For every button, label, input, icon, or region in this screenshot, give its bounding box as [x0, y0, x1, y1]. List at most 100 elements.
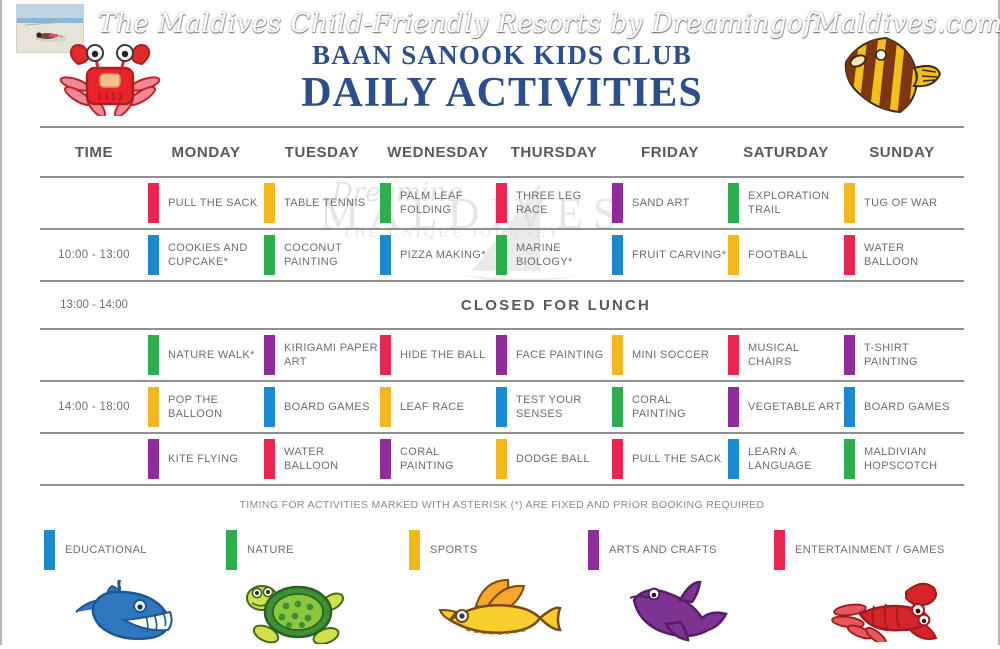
category-bar	[148, 439, 159, 479]
table-bottom-rule	[40, 484, 964, 486]
cell-wed-r5[interactable]: CORAL PAINTING	[380, 434, 496, 484]
activity-label: TUG OF WAR	[864, 197, 938, 209]
cell-thu-r2[interactable]: MARINE BIOLOGY*	[496, 230, 612, 280]
category-bar	[380, 335, 391, 375]
table-row: KITE FLYING WATER BALLOON CORAL PAINTING…	[40, 434, 964, 484]
activity-label: POP THE BALLOON	[168, 394, 223, 420]
activity-label: LEARN A LANGUAGE	[748, 446, 812, 472]
activity-label: KITE FLYING	[168, 453, 239, 465]
cell-mon-r1[interactable]: PULL THE SACK	[148, 178, 264, 228]
column-header-thursday: THURSDAY	[510, 143, 598, 161]
row-separator	[40, 432, 964, 434]
cell-sat-r3[interactable]: MUSICAL CHAIRS	[728, 330, 844, 380]
cell-sun-r4[interactable]: BOARD GAMES	[844, 382, 960, 432]
time-label-lunch: 13:00 - 14:00	[60, 299, 128, 311]
legend-color-swatch	[44, 530, 55, 570]
category-bar	[264, 183, 275, 223]
activity-label: TABLE TENNIS	[284, 197, 366, 209]
table-top-rule	[40, 126, 964, 128]
category-bar	[728, 235, 739, 275]
angelfish-icon	[834, 32, 944, 118]
cell-tue-r5[interactable]: WATER BALLOON	[264, 434, 380, 484]
cell-tue-r2[interactable]: COCONUT PAINTING	[264, 230, 380, 280]
activity-label: BOARD GAMES	[284, 401, 370, 413]
cell-thu-r5[interactable]: DODGE BALL	[496, 434, 612, 484]
cell-tue-r1[interactable]: TABLE TENNIS	[264, 178, 380, 228]
cell-wed-r1[interactable]: PALM LEAF FOLDING	[380, 178, 496, 228]
cell-sun-r2[interactable]: WATER BALLOON	[844, 230, 960, 280]
cell-thu-r1[interactable]: THREE LEG RACE	[496, 178, 612, 228]
cell-wed-r3[interactable]: HIDE THE BALL	[380, 330, 496, 380]
category-bar	[148, 235, 159, 275]
afternoon-block: NATURE WALK* KIRIGAMI PAPER ART HIDE THE…	[40, 330, 964, 484]
column-header-sunday: SUNDAY	[869, 143, 935, 161]
activity-label: THREE LEG RACE	[516, 190, 582, 216]
category-bar	[264, 439, 275, 479]
activity-label: TEST YOUR SENSES	[516, 394, 582, 420]
cell-tue-r3[interactable]: KIRIGAMI PAPER ART	[264, 330, 380, 380]
cell-sun-r1[interactable]: TUG OF WAR	[844, 178, 960, 228]
morning-block: PULL THE SACK TABLE TENNIS PALM LEAF FOL…	[40, 178, 964, 280]
category-bar	[844, 235, 855, 275]
category-bar	[844, 335, 855, 375]
cell-sat-r5[interactable]: LEARN A LANGUAGE	[728, 434, 844, 484]
activity-label: MALDIVIAN HOPSCOTCH	[864, 446, 938, 472]
legend-color-swatch	[226, 530, 237, 570]
cell-fri-r3[interactable]: MINI SOCCER	[612, 330, 728, 380]
cell-fri-r2[interactable]: FRUIT CARVING*	[612, 230, 728, 280]
dolphin-icon	[622, 578, 742, 649]
category-bar	[496, 235, 507, 275]
category-bar	[264, 387, 275, 427]
table-header-row: TIME MONDAY TUESDAY WEDNESDAY THURSDAY F…	[40, 128, 964, 176]
legend: EDUCATIONAL NATURE SPORTS ARTS AND CRAFT…	[44, 530, 974, 574]
time-spacer-a3	[40, 434, 148, 484]
page-title-line2: DAILY ACTIVITIES	[301, 70, 703, 116]
cell-wed-r4[interactable]: LEAF RACE	[380, 382, 496, 432]
cell-sun-r3[interactable]: T-SHIRT PAINTING	[844, 330, 960, 380]
cell-thu-r3[interactable]: FACE PAINTING	[496, 330, 612, 380]
cell-sat-r1[interactable]: EXPLORATION TRAIL	[728, 178, 844, 228]
activity-label: PALM LEAF FOLDING	[400, 190, 463, 216]
legend-label: ARTS AND CRAFTS	[609, 544, 717, 556]
cell-fri-r5[interactable]: PULL THE SACK	[612, 434, 728, 484]
cell-sat-r2[interactable]: FOOTBALL	[728, 230, 844, 280]
category-bar	[148, 387, 159, 427]
column-header-monday: MONDAY	[171, 143, 241, 161]
table-row: 10:00 - 13:00 COOKIES AND CUPCAKE* COCON…	[40, 230, 964, 280]
activity-label: CORAL PAINTING	[632, 394, 686, 420]
activity-label: MARINE BIOLOGY*	[516, 242, 573, 268]
category-bar	[844, 439, 855, 479]
cell-mon-r3[interactable]: NATURE WALK*	[148, 330, 264, 380]
category-bar	[728, 183, 739, 223]
lunch-bottom-rule	[40, 328, 964, 330]
cell-wed-r2[interactable]: PIZZA MAKING*	[380, 230, 496, 280]
cell-fri-r4[interactable]: CORAL PAINTING	[612, 382, 728, 432]
cell-sun-r5[interactable]: MALDIVIAN HOPSCOTCH	[844, 434, 960, 484]
category-bar	[728, 387, 739, 427]
column-header-wednesday: WEDNESDAY	[387, 143, 489, 161]
cell-mon-r2[interactable]: COOKIES AND CUPCAKE*	[148, 230, 264, 280]
cell-mon-r4[interactable]: POP THE BALLOON	[148, 382, 264, 432]
activity-label: MINI SOCCER	[632, 349, 710, 361]
activity-label: BOARD GAMES	[864, 401, 950, 413]
cell-fri-r1[interactable]: SAND ART	[612, 178, 728, 228]
category-bar	[496, 387, 507, 427]
activity-label: COOKIES AND CUPCAKE*	[168, 242, 248, 268]
page-header: The Maldives Child-Friendly Resorts by D…	[2, 0, 1000, 120]
row-separator	[40, 228, 964, 230]
cell-thu-r4[interactable]: TEST YOUR SENSES	[496, 382, 612, 432]
row-separator	[40, 380, 964, 382]
cell-mon-r5[interactable]: KITE FLYING	[148, 434, 264, 484]
category-bar	[728, 335, 739, 375]
lunch-notice: CLOSED FOR LUNCH	[460, 296, 652, 314]
column-header-saturday: SATURDAY	[743, 143, 829, 161]
activity-label: CORAL PAINTING	[400, 446, 454, 472]
activity-label: SAND ART	[632, 197, 690, 209]
beach-photo-thumbnail	[16, 4, 84, 53]
legend-color-swatch	[588, 530, 599, 570]
category-bar	[264, 335, 275, 375]
cell-sat-r4[interactable]: VEGETABLE ART	[728, 382, 844, 432]
column-header-friday: FRIDAY	[640, 143, 700, 161]
cell-tue-r4[interactable]: BOARD GAMES	[264, 382, 380, 432]
